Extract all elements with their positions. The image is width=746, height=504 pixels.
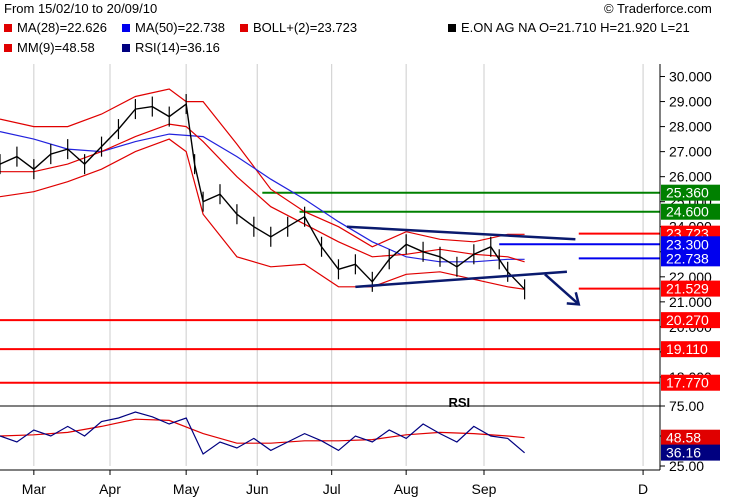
rsi-tick-label: 75.00 bbox=[669, 398, 704, 414]
rsi-mm-line bbox=[0, 418, 525, 444]
level-label-box bbox=[661, 184, 720, 201]
legend-rsi-text: RSI(14)=36.16 bbox=[135, 40, 220, 55]
rsi-tick-label: 25.00 bbox=[669, 458, 704, 474]
level-label-text: 19.110 bbox=[666, 341, 708, 357]
legend-boll-text: BOLL+(2)=23.723 bbox=[253, 20, 358, 35]
ma50-line bbox=[0, 131, 525, 263]
legend-rsi: RSI(14)=36.16 bbox=[122, 40, 220, 55]
grid-layer bbox=[33, 64, 644, 466]
level-lines-layer bbox=[0, 191, 660, 384]
price-line bbox=[0, 102, 526, 290]
level-label-box bbox=[661, 341, 720, 358]
level-label-box bbox=[661, 203, 720, 220]
legend-mm9-text: MM(9)=48.58 bbox=[17, 40, 95, 55]
price-tick-label: 21.000 bbox=[669, 294, 712, 310]
level-label-box bbox=[661, 280, 720, 297]
level-label-text: 23.300 bbox=[666, 236, 709, 252]
bollinger-upper-line bbox=[0, 88, 525, 248]
legend-ma28: MA(28)=22.626 bbox=[4, 20, 107, 35]
price-tick-label: 26.000 bbox=[669, 169, 712, 185]
trend-line bbox=[346, 225, 576, 241]
down-arrow-head bbox=[566, 292, 581, 306]
rsi-value-text: 36.16 bbox=[666, 445, 701, 461]
legend-eon: E.ON AG NA O=21.710 H=21.920 L=21 bbox=[448, 20, 690, 35]
bollinger-lower-line bbox=[0, 138, 525, 290]
level-label-box bbox=[661, 374, 720, 391]
rsi-value-box bbox=[661, 444, 720, 461]
price-tick-label: 29.000 bbox=[669, 94, 712, 110]
level-label-box bbox=[661, 236, 720, 253]
rsi-panel-label: RSI bbox=[448, 395, 470, 410]
level-label-box bbox=[661, 312, 720, 329]
legend-boll: BOLL+(2)=23.723 bbox=[240, 20, 357, 35]
x-tick-label: Jun bbox=[246, 481, 269, 497]
level-label-text: 25.360 bbox=[666, 185, 709, 201]
trend-line bbox=[355, 270, 568, 289]
level-label-text: 21.529 bbox=[666, 281, 709, 297]
mm-value-text: 48.58 bbox=[666, 430, 701, 446]
date-range: From 15/02/10 to 20/09/10 bbox=[4, 1, 158, 16]
x-tick-label: D bbox=[638, 481, 648, 497]
legend-swatch-eon bbox=[448, 23, 456, 32]
legend-swatch-ma28 bbox=[4, 23, 12, 32]
x-tick-label: May bbox=[173, 481, 199, 497]
legend-eon-text: E.ON AG NA O=21.710 H=21.920 L=21 bbox=[461, 20, 690, 35]
x-tick-label: Apr bbox=[99, 481, 121, 497]
copyright: © Traderforce.com bbox=[604, 1, 712, 16]
legend-ma28-text: MA(28)=22.626 bbox=[17, 20, 107, 35]
price-tick-label: 30.000 bbox=[669, 69, 712, 85]
legend-swatch-boll bbox=[240, 23, 248, 32]
level-label-text: 17.770 bbox=[666, 375, 709, 391]
legend-mm9: MM(9)=48.58 bbox=[4, 40, 95, 55]
price-tick-label: 27.000 bbox=[669, 144, 712, 160]
level-label-text: 22.738 bbox=[666, 250, 709, 266]
series-layer bbox=[0, 88, 526, 455]
x-tick-label: Jul bbox=[323, 481, 341, 497]
level-label-box bbox=[661, 250, 720, 267]
axis-layer: 30.00029.00028.00027.00026.00025.00024.0… bbox=[0, 64, 712, 497]
mm-value-box bbox=[661, 429, 720, 446]
rsi-line bbox=[0, 411, 525, 455]
level-label-text: 20.270 bbox=[666, 312, 709, 328]
level-labels-layer: 25.36024.60023.72323.30022.73821.52920.2… bbox=[661, 184, 720, 391]
x-tick-label: Aug bbox=[394, 481, 419, 497]
legend-swatch-rsi bbox=[122, 43, 130, 52]
legend-swatch-mm9 bbox=[4, 43, 12, 52]
level-label-text: 24.600 bbox=[666, 204, 709, 220]
legend-ma50: MA(50)=22.738 bbox=[122, 20, 225, 35]
x-tick-label: Sep bbox=[472, 481, 497, 497]
ma28-line bbox=[0, 123, 525, 263]
overlay-layer bbox=[346, 225, 581, 306]
down-arrow-shaft bbox=[544, 273, 580, 306]
price-tick-label: 28.000 bbox=[669, 119, 712, 135]
legend-swatch-ma50 bbox=[122, 23, 130, 32]
legend-ma50-text: MA(50)=22.738 bbox=[135, 20, 225, 35]
x-tick-label: Mar bbox=[22, 481, 46, 497]
